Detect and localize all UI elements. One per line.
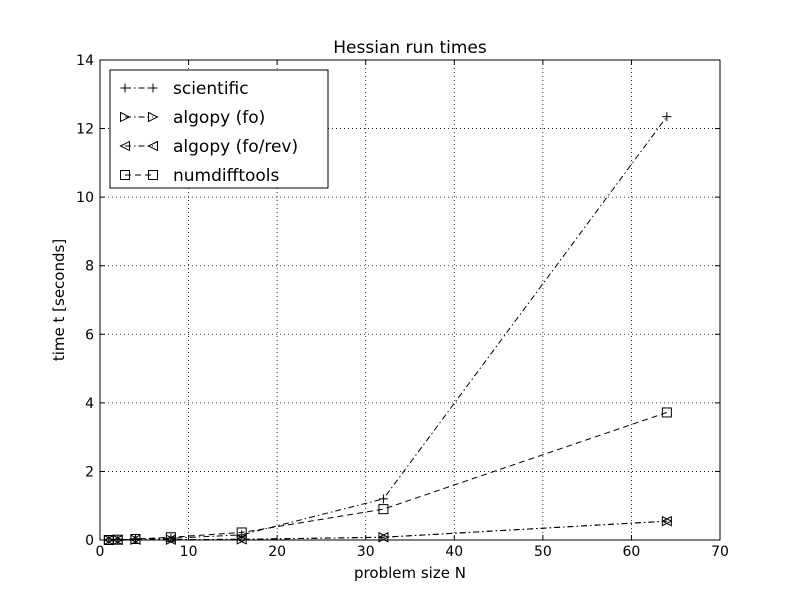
legend-marker-scientific [148,83,158,93]
legend-marker-algopy-fo-rev [147,140,158,152]
data-point-scientific [378,494,388,504]
data-point-numdifftools [130,533,141,544]
y-tick-label: 10 [76,190,94,206]
legend-label-numdifftools: numdifftools [173,166,280,186]
series-line-algopy-fo-rev [108,520,667,541]
legend-label-scientific: scientific [173,79,249,99]
x-tick-label: 40 [445,544,463,560]
y-tick-label: 6 [85,327,94,343]
data-point-numdifftools [378,504,389,515]
legend: scientific algopy (fo) algopy (fo/rev) numd… [109,69,329,189]
y-axis-label: time t [seconds] [50,239,68,361]
axis-ticks: 0 10 20 30 40 50 60 70 0 2 4 6 8 10 12 14 [76,53,729,560]
legend-marker-numdifftools [120,170,130,180]
legend-marker-scientific [120,83,130,93]
data-point-scientific [662,112,672,122]
chart-title: Hessian run times [333,38,487,58]
y-tick-label: 12 [76,122,94,138]
x-axis-label: problem size N [354,564,466,582]
x-tick-label: 0 [96,544,105,560]
legend-label-algopy-fo-rev: algopy (fo/rev) [173,137,298,157]
data-point-numdifftools [165,532,176,543]
y-tick-label: 14 [76,53,94,69]
y-tick-label: 8 [85,259,94,275]
legend-label-algopy-fo: algopy (fo) [173,108,265,128]
legend-marker-numdifftools [148,170,158,180]
legend-marker-algopy-fo-rev [119,140,130,152]
data-point-numdifftools [236,527,247,538]
x-tick-label: 30 [357,544,375,560]
x-tick-label: 50 [534,544,552,560]
legend-marker-algopy-fo [148,111,159,123]
series-line-numdifftools [108,411,668,541]
series-layer [103,112,673,546]
x-tick-label: 20 [268,544,286,560]
x-tick-label: 10 [180,544,198,560]
data-point-numdifftools [661,407,672,418]
x-tick-label: 60 [623,544,641,560]
plot-frame [99,59,721,541]
y-tick-label: 2 [85,464,94,480]
legend-marker-algopy-fo [120,111,131,123]
data-point-algopy-fo-rev [661,515,672,527]
data-point-scientific [237,530,247,540]
x-tick-label: 70 [711,544,729,560]
y-tick-label: 0 [85,533,94,549]
grid-lines [100,60,720,540]
y-tick-label: 4 [85,396,94,412]
legend-box [109,69,329,189]
